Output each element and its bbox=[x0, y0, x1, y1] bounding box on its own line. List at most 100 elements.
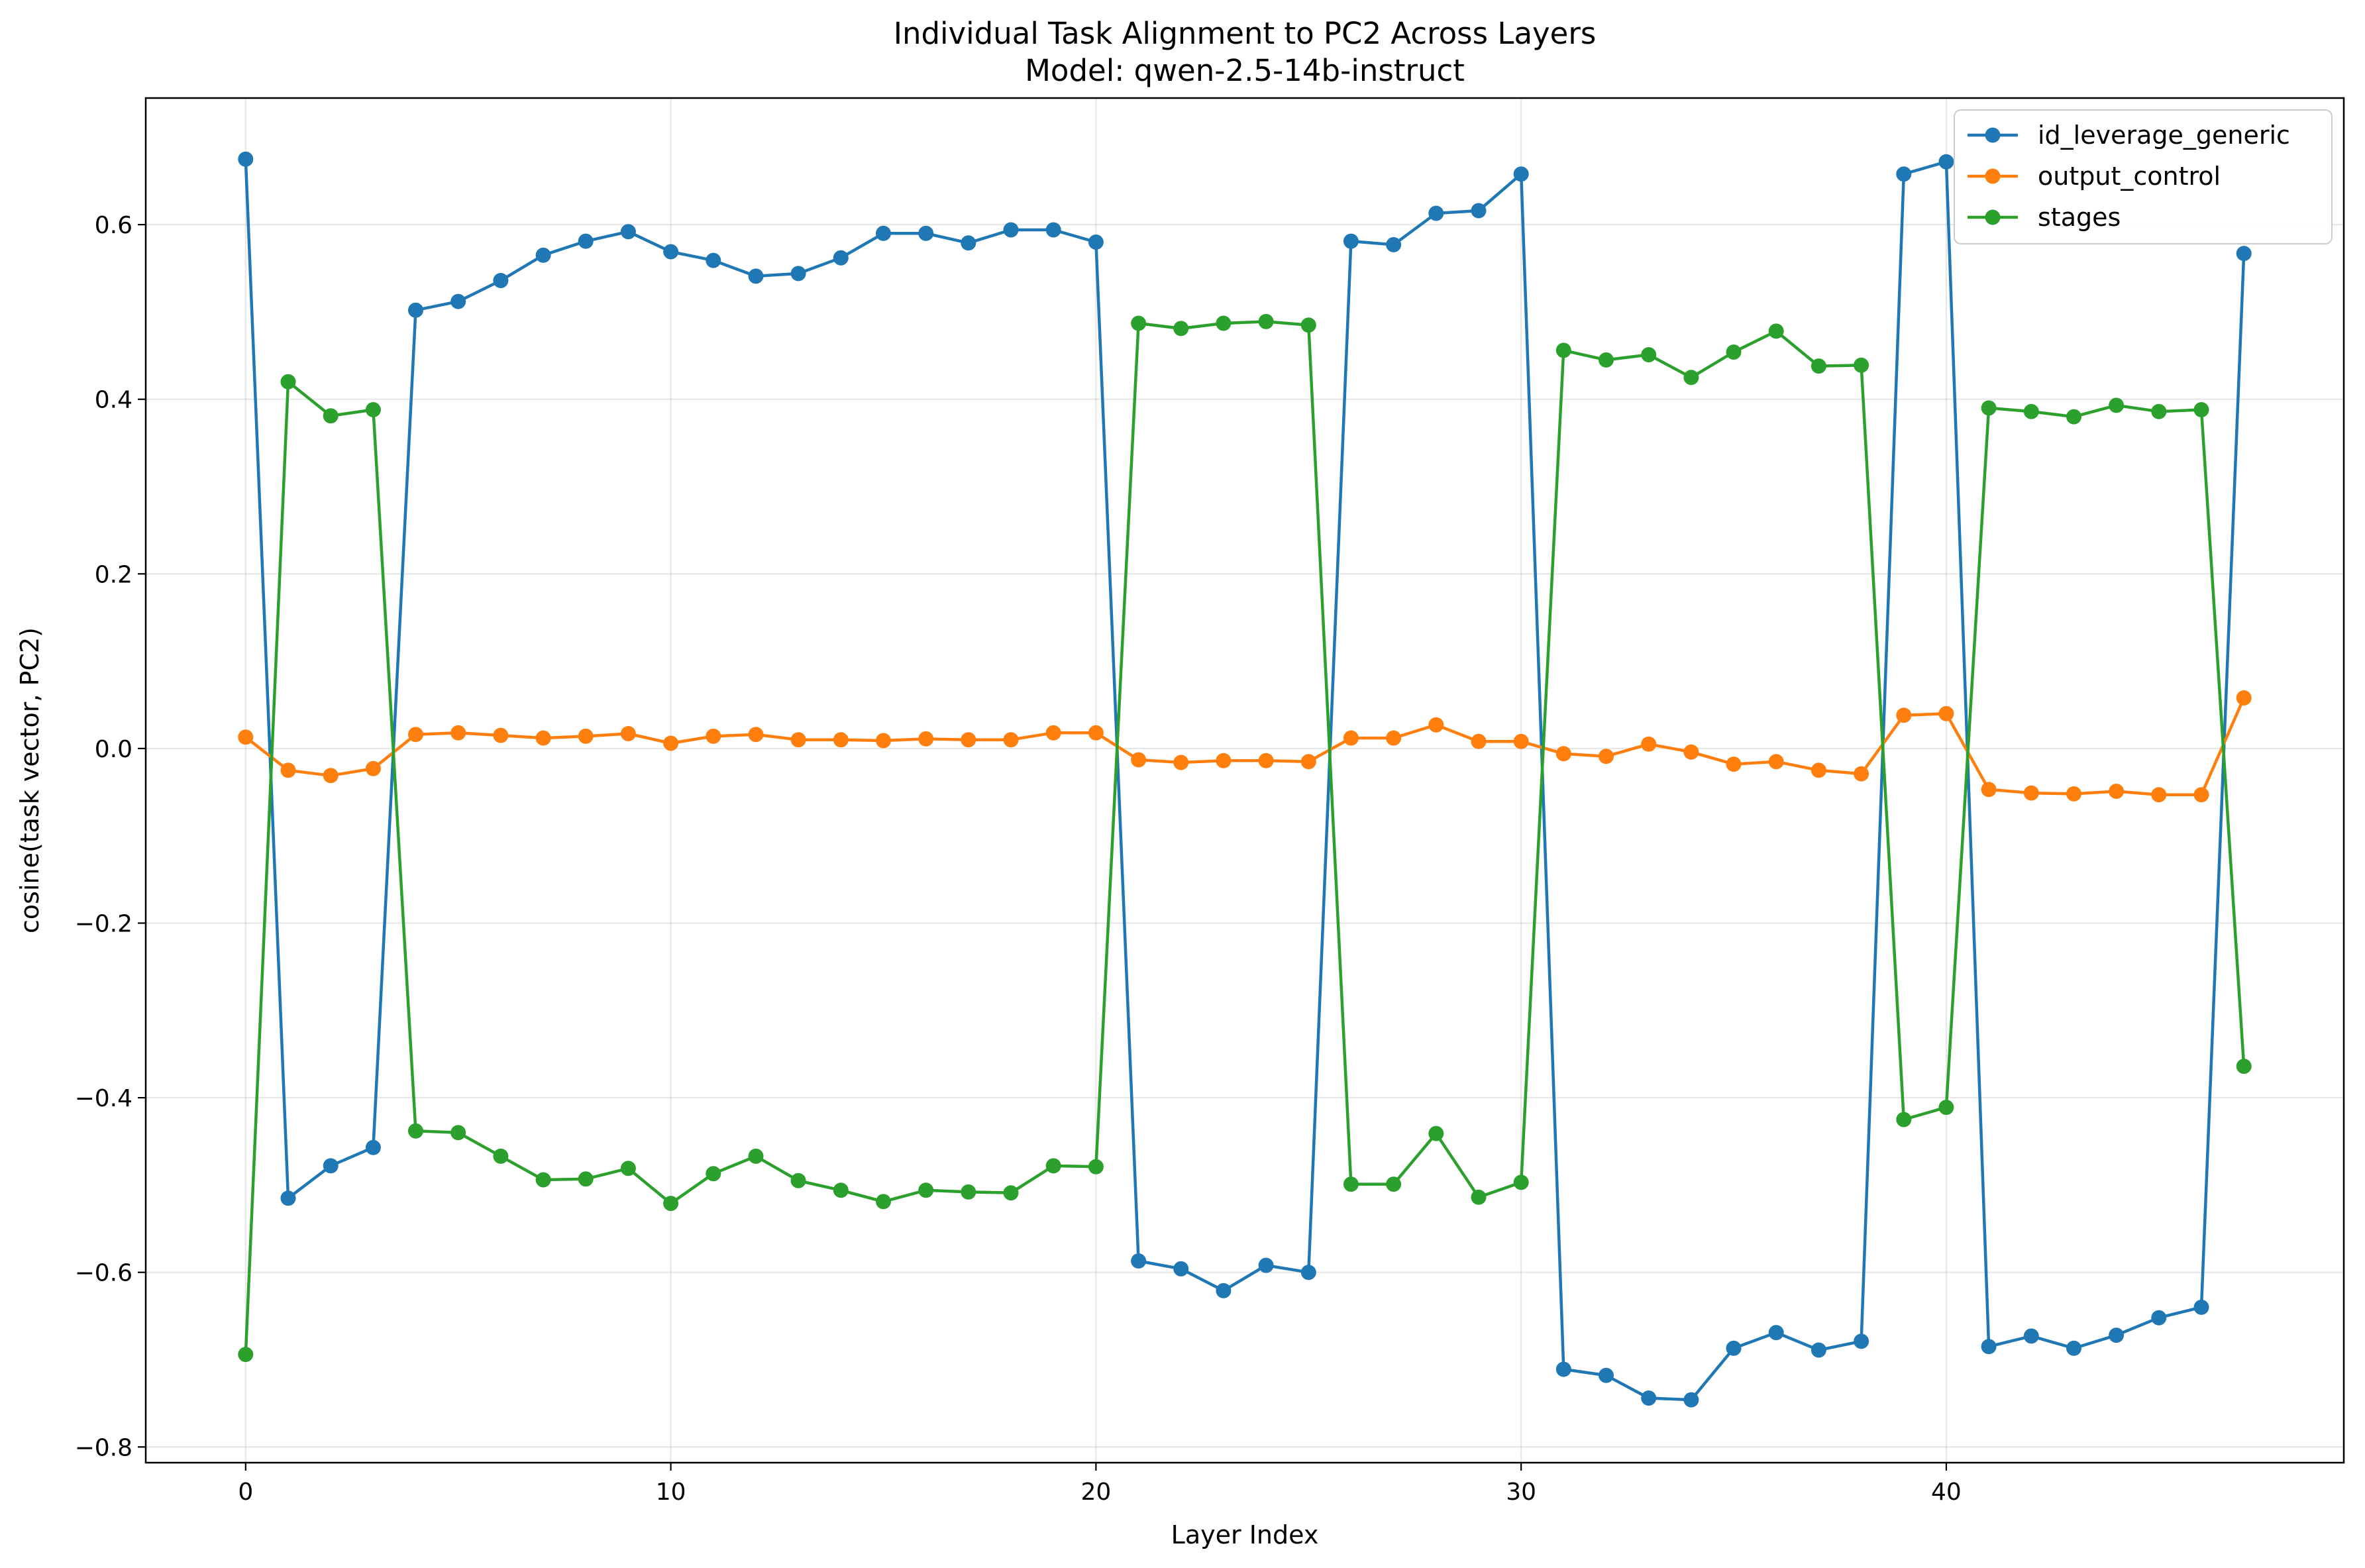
data-point bbox=[2109, 784, 2125, 799]
x-tick-label: 0 bbox=[238, 1479, 253, 1506]
data-point bbox=[663, 244, 679, 260]
data-point bbox=[833, 250, 849, 266]
data-point bbox=[1811, 1342, 1826, 1358]
data-point bbox=[450, 293, 466, 309]
data-point bbox=[280, 762, 296, 778]
data-point bbox=[578, 728, 594, 744]
data-point bbox=[2236, 246, 2252, 262]
data-point bbox=[535, 730, 551, 746]
y-tick-label: −0.8 bbox=[75, 1434, 132, 1461]
data-point bbox=[748, 268, 764, 284]
data-point bbox=[323, 768, 339, 784]
data-point bbox=[1896, 1112, 1912, 1127]
data-point bbox=[2151, 403, 2167, 419]
data-point bbox=[1641, 1390, 1657, 1406]
data-point bbox=[1045, 725, 1061, 741]
data-point bbox=[620, 224, 636, 240]
plot-series bbox=[238, 151, 2252, 1408]
data-point bbox=[706, 728, 721, 744]
data-point bbox=[1088, 1159, 1104, 1175]
data-point bbox=[2066, 786, 2081, 802]
data-point bbox=[1768, 754, 1784, 770]
data-point bbox=[1045, 1158, 1061, 1174]
data-point bbox=[2193, 1299, 2209, 1315]
data-point bbox=[1513, 733, 1529, 749]
data-point bbox=[1811, 762, 1826, 778]
data-point bbox=[2151, 787, 2167, 803]
data-point bbox=[493, 727, 509, 743]
data-point bbox=[1471, 1189, 1487, 1205]
y-axis-label: cosine(task vector, PC2) bbox=[15, 627, 44, 933]
data-point bbox=[1386, 236, 1402, 252]
x-tick-label: 40 bbox=[1931, 1479, 1962, 1506]
data-point bbox=[1981, 400, 1997, 416]
series-output_control bbox=[238, 690, 2252, 803]
data-point bbox=[706, 1166, 721, 1182]
data-point bbox=[450, 725, 466, 741]
data-point bbox=[2109, 397, 2125, 413]
data-point bbox=[1258, 753, 1274, 768]
data-point bbox=[1599, 352, 1614, 368]
data-point bbox=[1258, 313, 1274, 329]
data-point bbox=[1003, 222, 1019, 238]
data-point bbox=[1045, 222, 1061, 238]
data-point bbox=[1300, 317, 1316, 333]
data-point bbox=[663, 735, 679, 751]
data-point bbox=[748, 727, 764, 743]
x-tick-label: 20 bbox=[1080, 1479, 1111, 1506]
data-point bbox=[1896, 707, 1912, 723]
axis-ticks: 0 10 20 30 40 −0.8 −0.6 −0.4 −0.2 0.0 0.2 0.4 0.6 bbox=[75, 212, 1962, 1506]
data-point bbox=[1173, 321, 1189, 337]
series-id_leverage_generic bbox=[238, 151, 2252, 1408]
data-point bbox=[1471, 733, 1487, 749]
data-point bbox=[450, 1125, 466, 1141]
legend-box bbox=[1954, 109, 2333, 244]
data-point bbox=[1768, 1325, 1784, 1341]
data-point bbox=[1683, 370, 1699, 386]
data-point bbox=[1641, 347, 1657, 362]
data-point bbox=[2236, 690, 2252, 706]
data-point bbox=[1513, 166, 1529, 182]
data-point bbox=[790, 266, 806, 282]
data-point bbox=[1768, 323, 1784, 339]
plot-frame bbox=[144, 97, 2345, 1464]
data-point bbox=[1854, 357, 1869, 373]
data-point bbox=[1386, 1176, 1402, 1192]
data-point bbox=[408, 1123, 423, 1139]
data-point bbox=[790, 1173, 806, 1188]
data-point bbox=[918, 225, 934, 241]
data-point bbox=[578, 233, 594, 249]
data-point bbox=[1131, 1253, 1147, 1269]
data-point bbox=[238, 729, 254, 745]
legend-label: stages bbox=[2038, 203, 2121, 232]
data-point bbox=[535, 1172, 551, 1188]
data-point bbox=[1088, 725, 1104, 741]
data-point bbox=[918, 1182, 934, 1198]
data-point bbox=[280, 1190, 296, 1206]
data-point bbox=[1726, 757, 1742, 772]
data-point bbox=[493, 273, 509, 288]
data-point bbox=[961, 1184, 976, 1200]
data-point bbox=[1896, 166, 1912, 182]
data-point bbox=[1513, 1175, 1529, 1190]
data-point bbox=[1088, 235, 1104, 250]
data-point bbox=[1555, 342, 1571, 358]
data-point bbox=[1938, 1100, 1954, 1116]
data-point bbox=[1471, 203, 1487, 219]
data-point bbox=[833, 1182, 849, 1198]
data-point bbox=[790, 732, 806, 748]
y-tick-label: 0.0 bbox=[95, 736, 132, 763]
y-tick-label: −0.4 bbox=[75, 1085, 132, 1112]
data-point bbox=[1258, 1257, 1274, 1273]
data-point bbox=[1599, 749, 1614, 764]
x-axis-label: Layer Index bbox=[1171, 1520, 1319, 1549]
data-point bbox=[1428, 717, 1444, 733]
legend-label: output_control bbox=[2038, 162, 2221, 191]
y-tick-label: −0.6 bbox=[75, 1260, 132, 1287]
data-point bbox=[876, 1194, 891, 1210]
data-point bbox=[1811, 358, 1826, 374]
data-point bbox=[1173, 1261, 1189, 1277]
data-point bbox=[1343, 233, 1359, 249]
data-point bbox=[961, 235, 976, 251]
